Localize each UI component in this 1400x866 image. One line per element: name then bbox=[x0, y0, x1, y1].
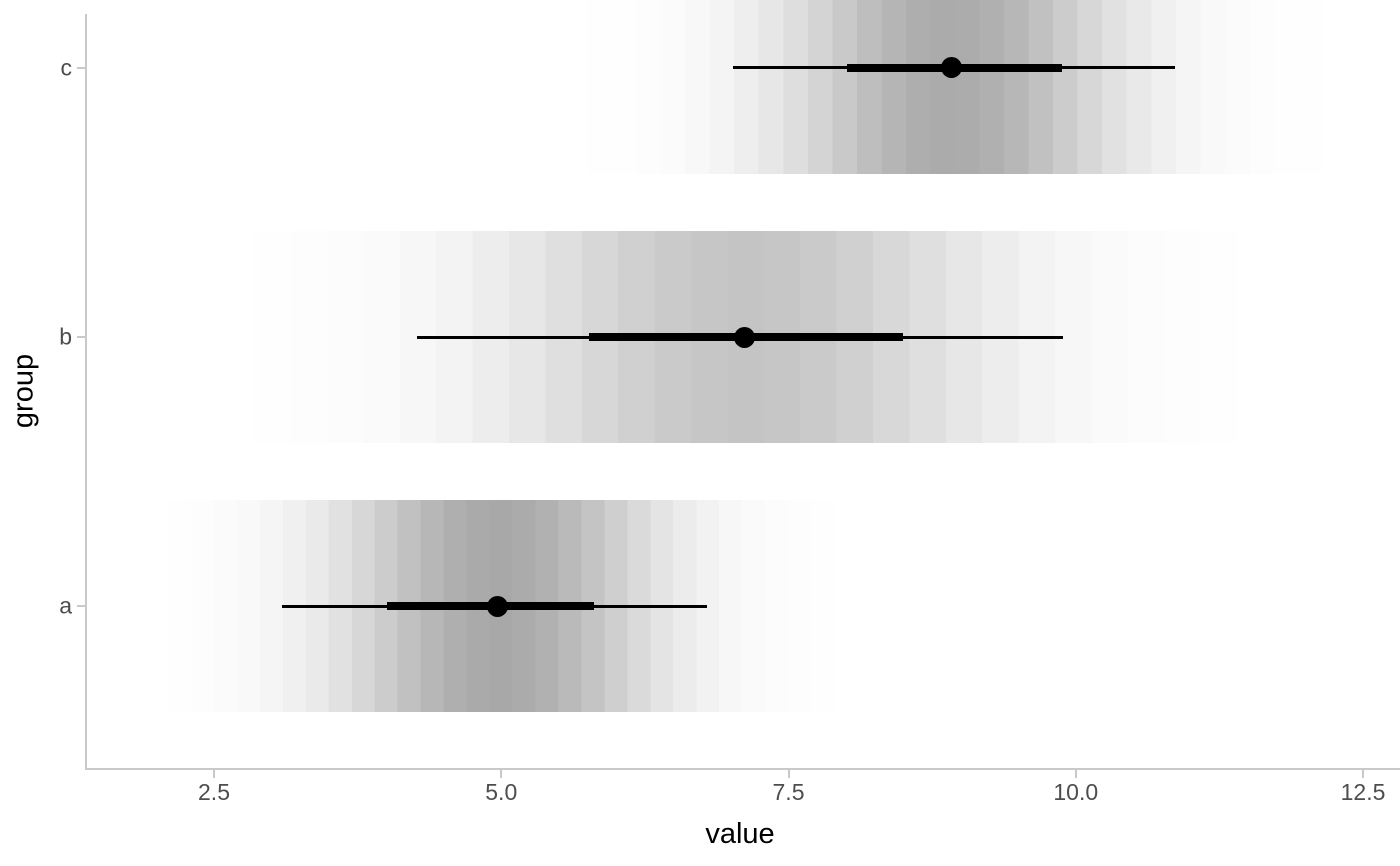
y-tick-mark bbox=[77, 66, 85, 69]
y-tick-label: a bbox=[59, 592, 72, 619]
y-axis-title: group bbox=[7, 353, 40, 429]
y-tick-mark bbox=[77, 605, 85, 608]
x-tick-mark bbox=[787, 770, 790, 778]
x-tick-mark bbox=[1074, 770, 1077, 778]
x-tick-label: 12.5 bbox=[1340, 779, 1386, 805]
x-tick-label: 10.0 bbox=[1053, 779, 1099, 805]
y-tick-label: b bbox=[59, 323, 72, 350]
x-tick-label: 7.5 bbox=[772, 779, 805, 805]
density-gradient-slab bbox=[587, 0, 1323, 174]
x-axis-line bbox=[85, 768, 1400, 770]
point-estimate bbox=[734, 326, 756, 348]
point-estimate bbox=[941, 57, 963, 79]
y-axis-line bbox=[85, 14, 87, 770]
y-tick-mark bbox=[77, 336, 85, 339]
x-tick-label: 2.5 bbox=[198, 779, 230, 805]
point-estimate bbox=[487, 595, 509, 617]
x-tick-mark bbox=[213, 770, 215, 778]
x-tick-mark bbox=[1362, 770, 1364, 778]
y-tick-label: c bbox=[60, 54, 73, 81]
x-tick-label: 5.0 bbox=[485, 779, 518, 805]
x-tick-mark bbox=[500, 770, 503, 778]
x-axis-title: value bbox=[705, 818, 775, 850]
